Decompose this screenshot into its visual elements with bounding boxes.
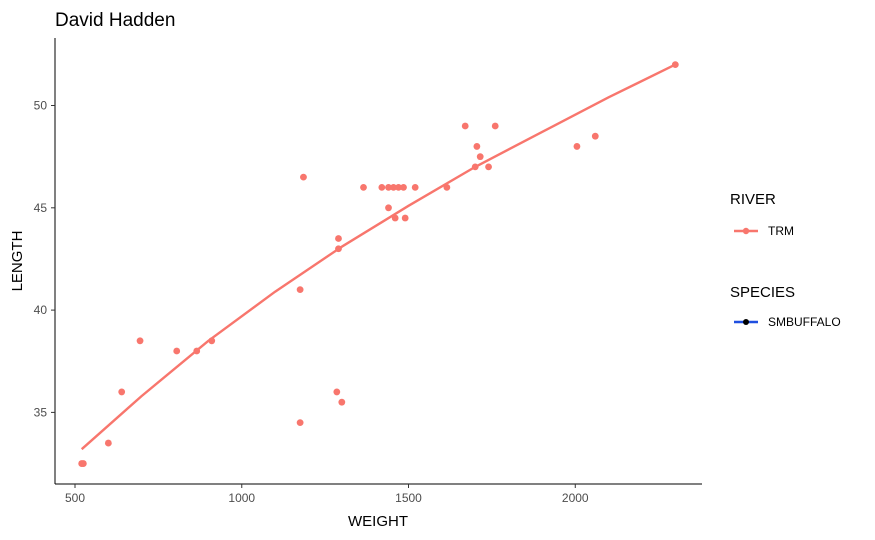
data-points [78, 61, 679, 467]
data-point [296, 286, 304, 294]
x-tick-label: 2000 [562, 491, 589, 505]
x-tick-label: 1500 [395, 491, 422, 505]
legend-title-river: RIVER [730, 191, 776, 208]
data-point [104, 439, 112, 447]
trend-line-TRM [80, 63, 676, 451]
data-point [390, 183, 397, 191]
data-point [491, 122, 499, 130]
data-point [401, 214, 409, 222]
data-point [385, 183, 392, 191]
y-tick-label: 45 [34, 201, 48, 215]
legend-key-point-smbuffalo [743, 319, 749, 325]
x-tick-label: 1000 [228, 491, 255, 505]
data-point [79, 460, 87, 467]
plot-area: 500 1000 1500 2000 35 40 45 50 [34, 38, 702, 505]
legend-label-smbuffalo: SMBUFFALO [768, 315, 841, 329]
data-point [300, 173, 307, 181]
data-point [296, 419, 304, 427]
data-point [591, 132, 599, 140]
y-ticks: 35 40 45 50 [34, 99, 55, 419]
data-point [378, 183, 386, 191]
data-point [118, 388, 126, 396]
legend: RIVER TRM SPECIES SMBUFFALO [730, 191, 841, 329]
data-point [473, 143, 481, 150]
data-point [360, 183, 367, 191]
x-ticks: 500 1000 1500 2000 [65, 484, 589, 505]
data-point [476, 153, 484, 161]
y-tick-label: 40 [34, 303, 48, 317]
data-point [333, 388, 341, 396]
data-point [485, 163, 492, 171]
legend-title-species: SPECIES [730, 284, 795, 301]
data-point [400, 183, 407, 191]
legend-label-trm: TRM [768, 224, 794, 238]
data-point [338, 398, 346, 406]
data-point [461, 122, 469, 130]
y-axis-title: LENGTH [9, 231, 26, 292]
data-point [573, 143, 581, 150]
data-point [385, 204, 392, 212]
x-tick-label: 500 [65, 491, 85, 505]
data-point [411, 183, 419, 191]
x-axis-title: WEIGHT [348, 513, 408, 530]
data-point [173, 347, 181, 355]
data-point [395, 183, 402, 191]
y-tick-label: 35 [34, 405, 48, 419]
data-point [136, 337, 144, 345]
data-point [335, 235, 342, 242]
chart-title: David Hadden [55, 10, 175, 31]
legend-key-point-trm [742, 227, 750, 235]
y-tick-label: 50 [34, 99, 48, 113]
